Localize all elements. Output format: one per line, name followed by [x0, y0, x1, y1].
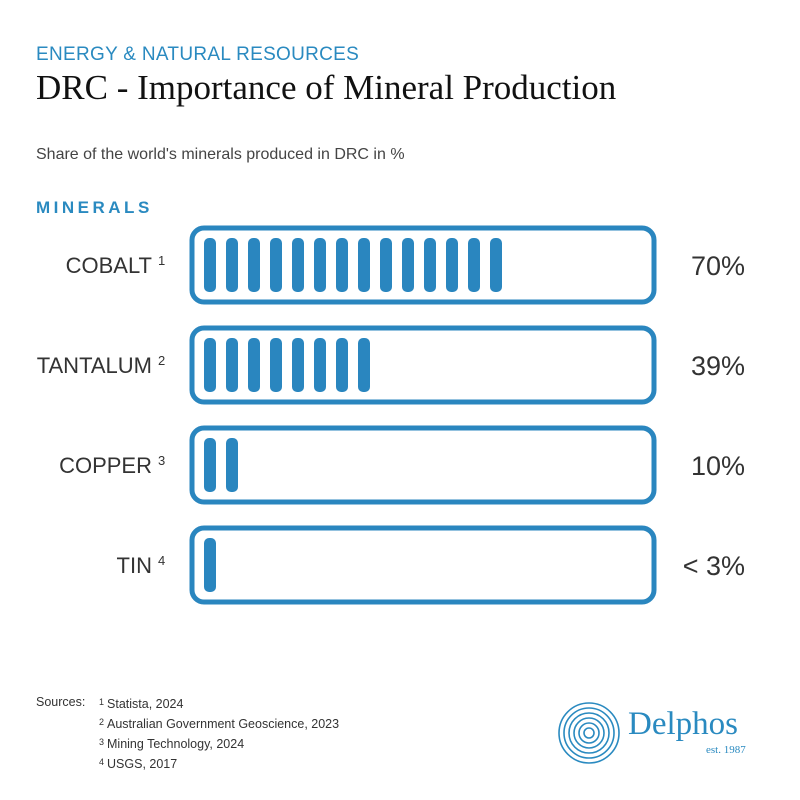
bar-segment — [490, 238, 502, 292]
ripple-logo-icon — [558, 702, 620, 764]
chart-subtitle: Share of the world's minerals produced i… — [36, 146, 405, 163]
bar-frame — [189, 225, 657, 305]
bar-segment — [270, 238, 282, 292]
bar-chart: COBALT 1 70% TANTALUM 2 39% COPPER 3 10% TIN 4 < 3% — [37, 225, 745, 605]
bar-segment — [204, 438, 216, 492]
footnote-mark: 3 — [158, 453, 165, 468]
source-mark: 1 — [99, 697, 105, 707]
source-item: 3 Mining Technology, 2024 — [99, 733, 339, 753]
page-title: DRC - Importance of Mineral Production — [36, 68, 617, 107]
source-text: Statista, 2024 — [107, 697, 184, 711]
source-text: Mining Technology, 2024 — [107, 737, 245, 751]
logo-tagline: est. 1987 — [706, 744, 746, 756]
bar-segment — [424, 238, 436, 292]
footnote-mark: 2 — [158, 353, 165, 368]
footnote-mark: 1 — [158, 253, 165, 268]
bar-segment — [270, 338, 282, 392]
bar-segment — [358, 238, 370, 292]
value-label: 70% — [691, 251, 745, 281]
section-label: MINERALS — [36, 198, 153, 217]
bar-frame — [189, 425, 657, 505]
bar-segment — [292, 338, 304, 392]
sources-label: Sources: — [36, 695, 86, 709]
delphos-logo: Delphos est. 1987 — [556, 698, 766, 770]
bar-segment — [248, 238, 260, 292]
category-label: ENERGY & NATURAL RESOURCES — [36, 44, 360, 65]
source-mark: 4 — [99, 757, 105, 767]
bar-segment — [292, 238, 304, 292]
bar-segment — [204, 338, 216, 392]
bar-segment — [380, 238, 392, 292]
source-mark: 2 — [99, 717, 105, 727]
bar-segment — [358, 338, 370, 392]
bar-segment — [204, 538, 216, 592]
bar-segment — [226, 338, 238, 392]
source-text: Australian Government Geoscience, 2023 — [107, 717, 340, 731]
bar-segment — [226, 238, 238, 292]
bar-segment — [336, 238, 348, 292]
category-label: TIN — [117, 553, 152, 578]
category-label: TANTALUM — [37, 353, 152, 378]
category-label: COPPER — [59, 453, 152, 478]
source-mark: 3 — [99, 737, 105, 747]
logo-wordmark: Delphos — [628, 706, 738, 742]
bar-segment — [248, 338, 260, 392]
value-label: 39% — [691, 351, 745, 381]
value-label: < 3% — [683, 551, 745, 581]
sources-list: 1 Statista, 2024 2 Australian Government G… — [99, 693, 339, 773]
bar-segment — [336, 338, 348, 392]
bar-segment — [446, 238, 458, 292]
footnote-mark: 4 — [158, 553, 165, 568]
bar-frame — [189, 525, 657, 605]
bar-segment — [468, 238, 480, 292]
bar-segment — [314, 338, 326, 392]
value-label: 10% — [691, 451, 745, 481]
bar-segment — [314, 238, 326, 292]
bar-frame — [189, 325, 657, 405]
source-item: 2 Australian Government Geoscience, 2023 — [99, 713, 339, 733]
bar-segment — [402, 238, 414, 292]
source-text: USGS, 2017 — [107, 757, 178, 771]
source-item: 1 Statista, 2024 — [99, 693, 339, 713]
bar-segment — [204, 238, 216, 292]
category-label: COBALT — [66, 253, 152, 278]
bar-segment — [226, 438, 238, 492]
source-item: 4 USGS, 2017 — [99, 753, 339, 773]
